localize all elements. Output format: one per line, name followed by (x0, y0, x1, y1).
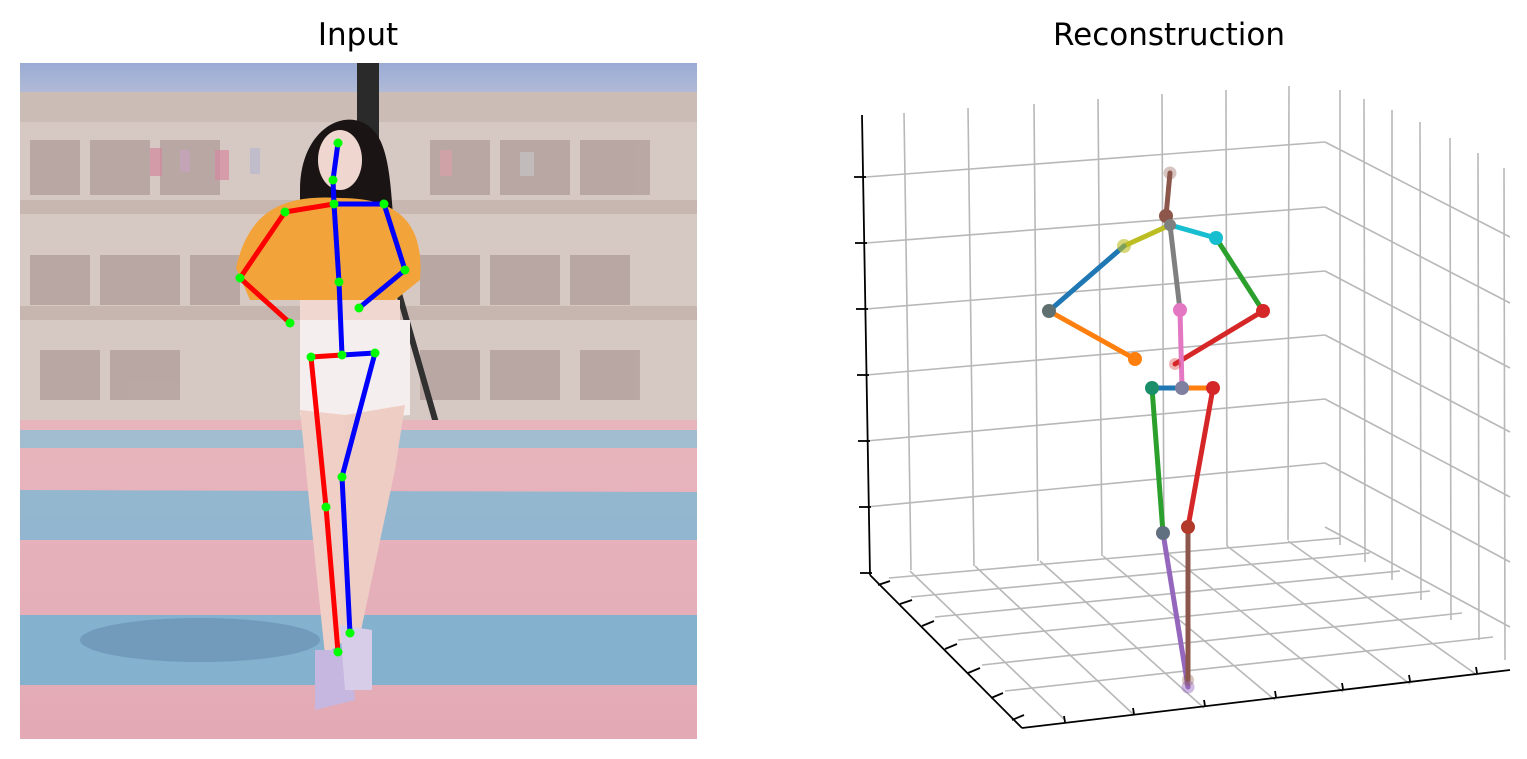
bone-3d (1121, 222, 1173, 249)
bone-3d (1172, 308, 1266, 367)
joint-3d (1256, 304, 1270, 318)
bone-2d (381, 201, 408, 273)
joint-3d (1206, 381, 1220, 395)
joint-2d (285, 318, 295, 328)
joint-2d (337, 350, 347, 360)
joints-2d (235, 138, 410, 657)
joint-3d (1164, 219, 1176, 231)
bone-2d (237, 275, 293, 326)
bone-2d (237, 209, 288, 281)
bone-3d (1160, 530, 1191, 690)
joint-2d (370, 348, 380, 358)
input-title: Input (318, 17, 398, 53)
joint-2d (333, 647, 343, 657)
bone-2d (308, 352, 345, 360)
reconstruction-title: Reconstruction (1053, 17, 1285, 53)
bone-2d (323, 504, 341, 655)
bone-2d (330, 140, 341, 183)
joint-3d (1181, 520, 1195, 534)
joint-2d (280, 207, 290, 217)
bone-2d (339, 350, 378, 358)
joint-3d (1181, 680, 1195, 694)
joint-2d (235, 273, 245, 283)
bone-3d (1185, 385, 1216, 530)
joint-3d (1209, 231, 1223, 245)
skeleton-3d (1046, 170, 1266, 690)
joint-2d (334, 277, 344, 287)
joint-2d (328, 175, 338, 185)
bone-3d (1163, 170, 1173, 219)
joint-3d (1169, 358, 1181, 370)
joint-2d (379, 199, 389, 209)
bone-3d (1149, 385, 1166, 536)
joints-3d (1042, 166, 1270, 694)
joint-2d (329, 199, 339, 209)
joint-3d (1128, 352, 1142, 366)
joint-2d (333, 138, 343, 148)
bone-3d (1177, 307, 1185, 391)
joint-3d (1117, 239, 1131, 253)
bone-3d (1167, 222, 1219, 241)
joint-3d (1156, 526, 1170, 540)
joint-3d (1175, 381, 1189, 395)
joint-3d (1182, 674, 1194, 686)
joint-2d (354, 303, 364, 313)
bone-2d (282, 201, 337, 215)
input-photo (20, 63, 697, 739)
joint-2d (321, 502, 331, 512)
bone-3d (1046, 243, 1127, 314)
joint-3d (1042, 304, 1056, 318)
joint-2d (345, 628, 355, 638)
bone-2d (339, 350, 378, 480)
bone-3d (1167, 222, 1183, 313)
bone-2d (331, 201, 342, 285)
bone-2d (356, 267, 408, 311)
joint-2d (337, 472, 347, 482)
bone-2d (336, 279, 345, 358)
joint-3d (1145, 381, 1159, 395)
joint-2d (306, 352, 316, 362)
bone-2d (339, 474, 353, 636)
joint-2d (400, 265, 410, 275)
joint-3d (1163, 166, 1177, 180)
bone-2d (308, 354, 329, 510)
bone-3d (1213, 235, 1266, 314)
skeleton-2d (237, 140, 408, 655)
bone-3d (1046, 308, 1138, 362)
axes-3d (854, 114, 1511, 729)
joint-3d (1173, 303, 1187, 317)
grid-3d (865, 85, 1511, 721)
